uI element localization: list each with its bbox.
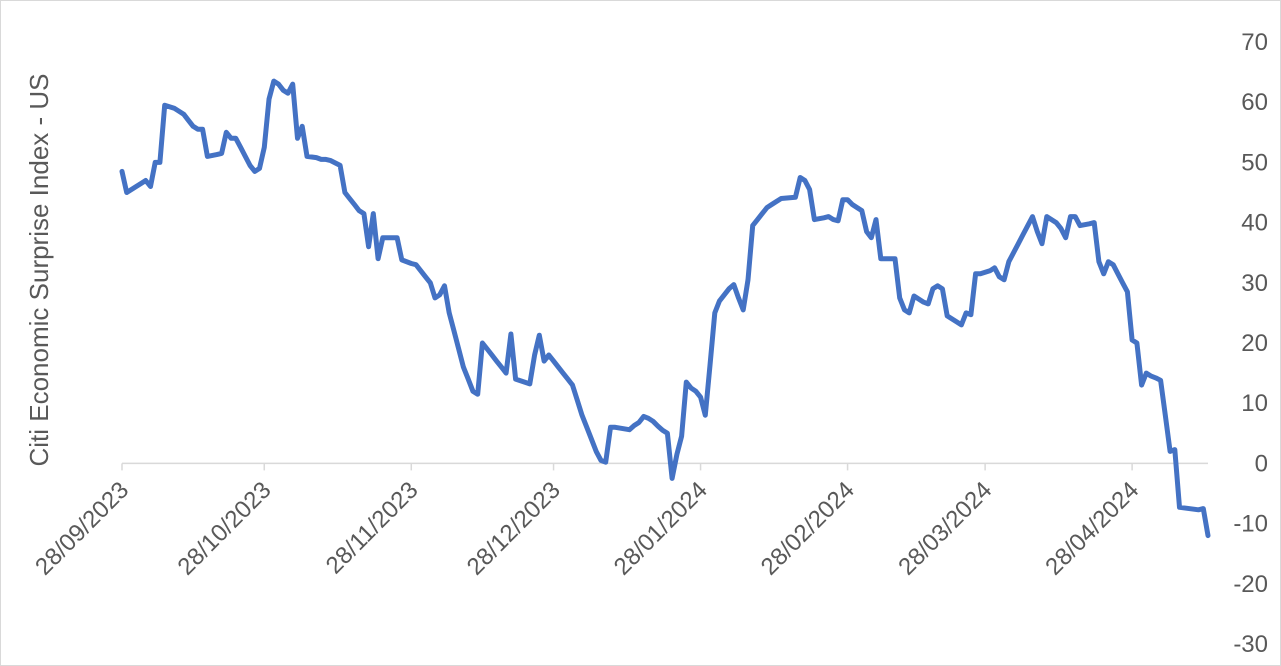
y-tick-label: 20 [1241,330,1268,357]
x-tick-label: 28/12/2023 [462,477,566,581]
y-tick-label: -10 [1233,511,1268,538]
series-group [119,78,1211,539]
y-tick-label: 50 [1241,149,1268,176]
x-tick-label: 28/02/2024 [756,477,860,581]
series-line [119,78,1211,539]
x-tick-label: 28/09/2023 [30,477,134,581]
x-tick-label: 28/04/2024 [1040,477,1144,581]
y-tick-label: 10 [1241,390,1268,417]
x-tick-label: 28/10/2023 [172,477,276,581]
x-axis [121,462,1208,471]
x-tick-label: 28/03/2024 [893,477,997,581]
y-tick-label: 40 [1241,210,1268,237]
y-axis-tick-labels: 70 60 50 40 30 20 10 0 -10 -20 -30 [1233,29,1268,658]
x-tick-label: 28/01/2024 [609,477,713,581]
x-tick-label: 28/11/2023 [321,477,424,580]
y-tick-label: 0 [1255,450,1268,477]
y-tick-label: -20 [1233,571,1268,598]
y-tick-label: 70 [1241,29,1268,56]
y-tick-label: 60 [1241,89,1268,116]
y-tick-label: 30 [1241,270,1268,297]
x-axis-tick-labels: 28/09/2023 28/10/2023 28/11/2023 28/12/2023… [30,477,1144,581]
y-axis-title: Citi Economic Surprise Index - US [24,73,54,466]
y-tick-label: -30 [1233,631,1268,658]
